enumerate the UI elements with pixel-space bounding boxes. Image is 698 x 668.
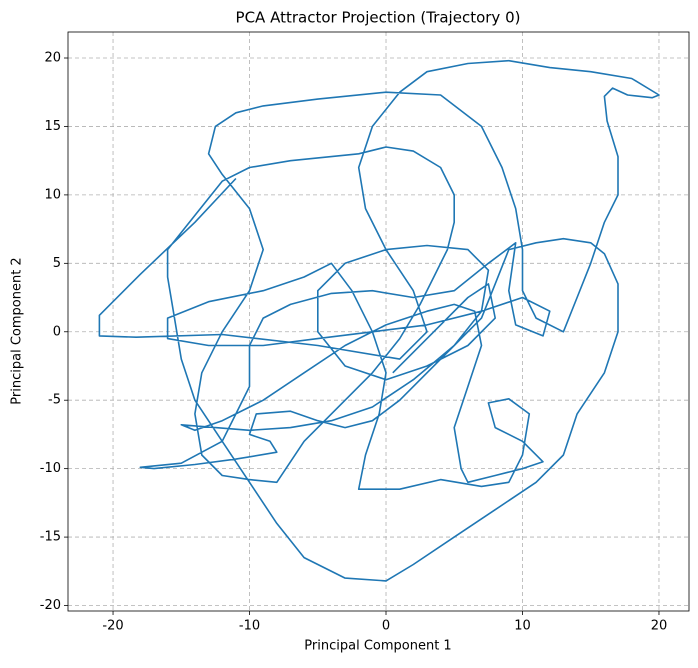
y-tick-label: 5 (53, 256, 61, 271)
x-tick-label: -20 (102, 619, 123, 634)
y-axis-label: Principal Component 2 (10, 257, 25, 404)
y-tick-label: 20 (44, 51, 61, 66)
y-tick-label: -15 (40, 530, 61, 545)
y-tick-label: 15 (44, 119, 61, 134)
y-tick-label: -5 (48, 393, 61, 408)
x-tick-label: 10 (514, 619, 531, 634)
y-tick-label: -10 (40, 461, 61, 476)
plot-frame (67, 31, 690, 612)
x-tick-label: 20 (651, 619, 668, 634)
chart-title: PCA Attractor Projection (Trajectory 0) (236, 9, 521, 27)
trajectory-line (98, 59, 660, 582)
y-tick-label: 10 (44, 187, 61, 202)
x-tick-label: 0 (382, 619, 390, 634)
y-tick-label: -20 (40, 598, 61, 613)
y-tick-label: 0 (53, 324, 61, 339)
x-axis-label: Principal Component 1 (304, 639, 451, 654)
x-tick-label: -10 (239, 619, 260, 634)
